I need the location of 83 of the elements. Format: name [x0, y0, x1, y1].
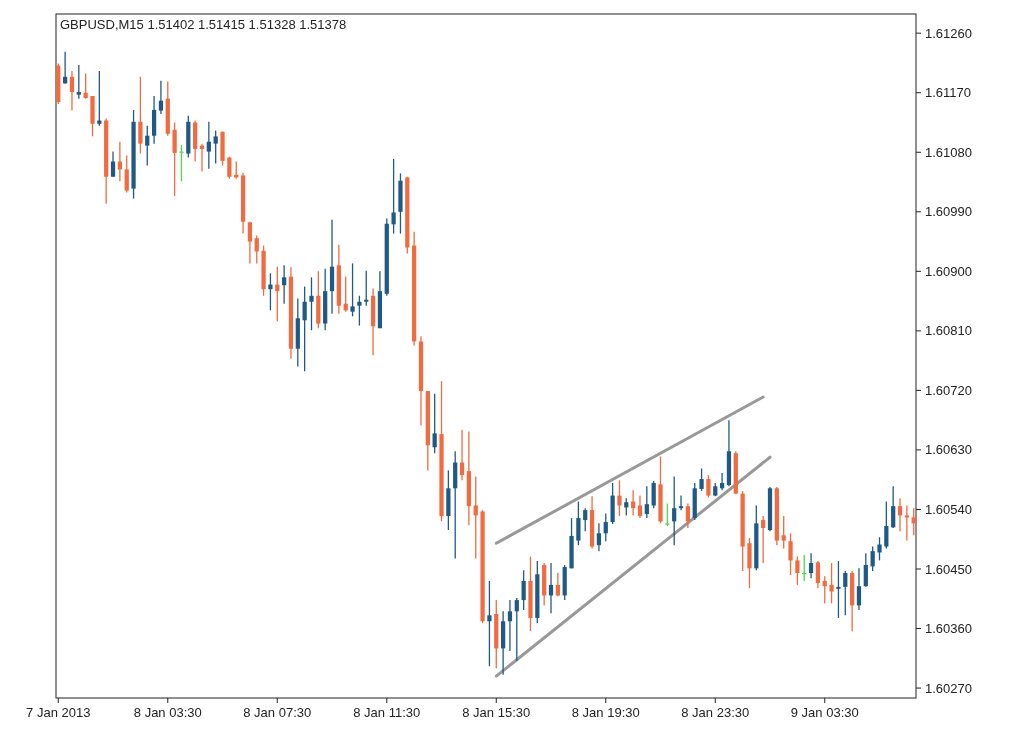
candlestick	[507, 599, 513, 652]
y-tick-label: 1.61170	[925, 85, 972, 101]
y-tick-label: 1.60360	[925, 621, 972, 637]
candlestick	[596, 522, 602, 552]
candlestick	[364, 270, 369, 307]
candlestick	[76, 64, 81, 100]
candlestick	[268, 272, 273, 312]
candlestick	[432, 393, 437, 454]
candlestick	[699, 467, 704, 492]
candlestick	[761, 515, 766, 564]
candlestick	[357, 295, 362, 327]
candlestick	[69, 70, 75, 112]
y-tick-label: 1.60990	[925, 204, 972, 220]
candlestick	[795, 555, 800, 586]
candlestick	[206, 121, 211, 170]
x-tick-label: 7 Jan 2013	[26, 705, 91, 720]
candlestick	[172, 121, 177, 197]
candlestick	[391, 158, 396, 235]
candlestick	[904, 504, 909, 542]
candlestick	[302, 285, 307, 372]
candlestick	[897, 497, 903, 532]
candlestick	[110, 150, 116, 178]
candlestick	[603, 512, 608, 542]
y-tick-label: 1.60900	[925, 263, 972, 279]
y-tick-label: 1.60270	[925, 680, 972, 696]
candlestick	[124, 154, 129, 194]
x-tick-label: 8 Jan 07:30	[243, 705, 312, 720]
x-tick-label: 9 Jan 03:30	[790, 705, 859, 720]
y-tick-label: 1.60450	[925, 561, 972, 577]
candlestick	[227, 156, 232, 180]
candlestick	[836, 560, 841, 619]
y-tick-label: 1.60630	[925, 442, 972, 458]
candlestick	[863, 552, 868, 588]
candlestick	[576, 500, 581, 546]
candlestick	[514, 597, 519, 662]
chart-title: GBPUSD,M15 1.51402 1.51415 1.51328 1.51378	[60, 17, 347, 32]
candlestick	[829, 562, 834, 605]
x-tick-label: 8 Jan 03:30	[133, 705, 202, 720]
candlestick	[665, 502, 670, 527]
candlestick	[617, 479, 622, 517]
x-tick-label: 8 Jan 19:30	[571, 705, 640, 720]
y-tick-label: 1.60720	[925, 382, 972, 398]
candlestick	[815, 560, 821, 589]
candlestick	[822, 575, 827, 605]
x-tick-label: 8 Jan 23:30	[681, 705, 750, 720]
candlestick	[213, 129, 218, 165]
candlestick	[911, 507, 916, 536]
y-tick-label: 1.60540	[925, 502, 972, 518]
candlestick	[179, 144, 184, 183]
x-tick-label: 8 Jan 15:30	[462, 705, 531, 720]
candlestick	[870, 545, 875, 572]
candlestick	[843, 570, 848, 616]
candlestick	[808, 552, 814, 579]
candlestick	[83, 72, 88, 100]
candlestick	[158, 80, 164, 115]
candlestick	[350, 262, 355, 317]
candlestick	[719, 472, 725, 491]
candlestick	[706, 474, 711, 499]
candlestick	[685, 502, 690, 529]
candlestick	[521, 569, 526, 611]
candlestick	[487, 580, 492, 667]
candlestick	[891, 485, 896, 529]
candlestick	[672, 475, 677, 546]
candlestick	[309, 276, 314, 331]
candlestick	[877, 536, 882, 562]
candlestick	[678, 494, 684, 511]
candlestick	[459, 429, 465, 482]
y-tick-label: 1.61260	[925, 25, 972, 41]
candlestick	[145, 125, 150, 167]
candlestick	[583, 507, 588, 532]
candlestick	[247, 221, 253, 265]
candlestick	[644, 485, 649, 519]
candlestick	[651, 480, 656, 509]
candlestick	[254, 234, 259, 265]
candlestick	[781, 515, 786, 550]
candlestick	[788, 532, 793, 576]
candlestick	[138, 76, 143, 155]
x-tick-label: 8 Jan 11:30	[353, 705, 421, 720]
y-tick-label: 1.60810	[925, 323, 972, 339]
y-tick-label: 1.61080	[925, 144, 972, 160]
candlestick	[856, 567, 862, 611]
candlestick	[884, 500, 889, 550]
candlestick	[282, 264, 287, 305]
